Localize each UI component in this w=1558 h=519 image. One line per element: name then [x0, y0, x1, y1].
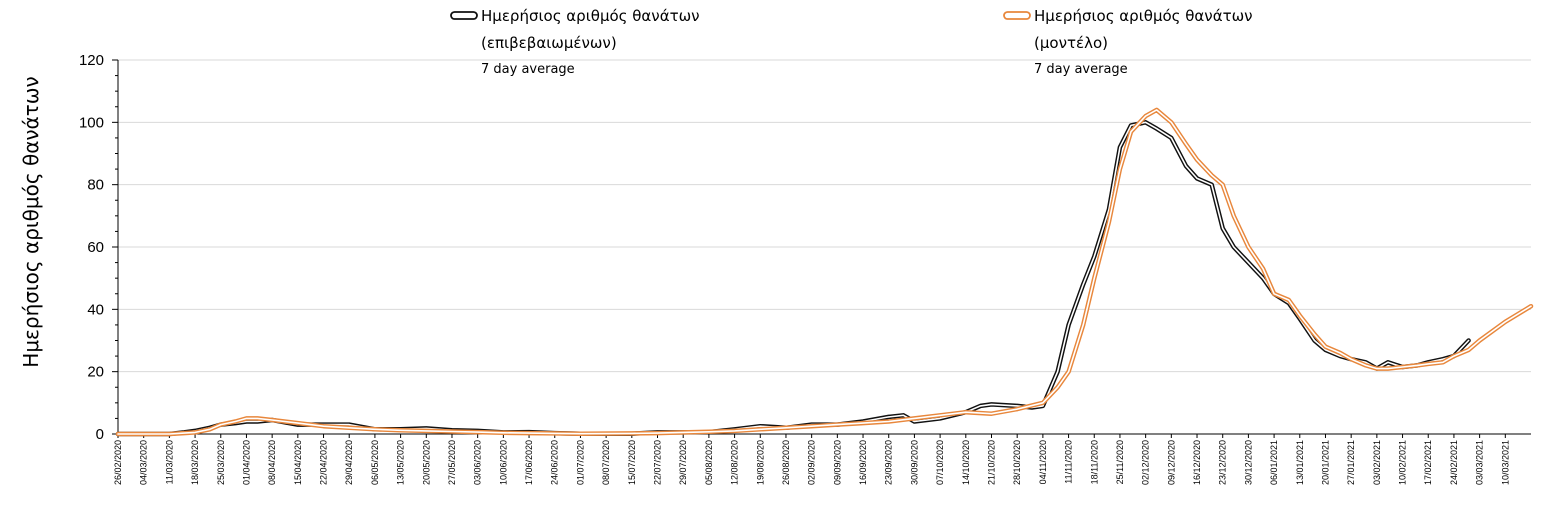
- x-tick-label: 28/10/2020: [1012, 440, 1022, 485]
- legend-entry-confirmed: Ημερήσιος αριθμός θανάτων (επιβεβαιωμένω…: [450, 7, 704, 77]
- x-tick-label: 03/02/2021: [1372, 440, 1382, 485]
- x-tick-label: 17/06/2020: [524, 440, 534, 485]
- x-tick-label: 13/05/2020: [396, 440, 406, 485]
- y-tick-label: 40: [87, 301, 104, 318]
- x-tick-label: 15/04/2020: [293, 440, 303, 485]
- gridlines: [118, 59, 1531, 373]
- x-tick-label: 08/07/2020: [601, 440, 611, 485]
- x-tick-label: 22/07/2020: [653, 440, 663, 485]
- x-tick-label: 27/01/2021: [1346, 440, 1356, 485]
- y-tick-label: 120: [79, 52, 104, 69]
- legend: Ημερήσιος αριθμός θανάτων (επιβεβαιωμένω…: [450, 7, 1257, 77]
- x-tick-label: 11/11/2020: [1064, 440, 1074, 484]
- x-tick-label: 15/07/2020: [627, 440, 637, 485]
- x-tick-label: 26/02/2020: [113, 440, 123, 485]
- x-tick-label: 16/12/2020: [1192, 440, 1202, 485]
- x-tick-label: 11/03/2020: [164, 440, 174, 484]
- legend-subtitle-model: 7 day average: [1034, 62, 1128, 77]
- x-tick-label: 20/05/2020: [421, 440, 431, 485]
- x-tick-label: 23/09/2020: [884, 440, 894, 485]
- x-tick-label: 01/04/2020: [241, 440, 251, 485]
- y-tick-label: 80: [87, 177, 104, 194]
- x-tick-label: 25/03/2020: [216, 440, 226, 485]
- x-tick-label: 21/10/2020: [986, 440, 996, 485]
- y-tick-labels: 0 20 40 60 80 100 120: [79, 52, 104, 443]
- x-tick-label: 24/06/2020: [550, 440, 560, 485]
- x-tick-label: 08/04/2020: [267, 440, 277, 485]
- x-tick-label: 18/11/2020: [1089, 440, 1099, 484]
- x-tick-label: 04/11/2020: [1038, 440, 1048, 484]
- x-tick-label: 29/07/2020: [678, 440, 688, 485]
- x-tick-label: 09/12/2020: [1166, 440, 1176, 485]
- x-tick-label: 06/05/2020: [370, 440, 380, 485]
- x-tick-label: 30/09/2020: [909, 440, 919, 485]
- x-tick-label: 03/03/2021: [1475, 440, 1485, 485]
- x-tick-label: 06/01/2021: [1269, 440, 1279, 485]
- series-line-inner: [117, 109, 1532, 435]
- x-tick-label: 02/12/2020: [1141, 440, 1151, 485]
- y-tick-label: 20: [87, 364, 104, 381]
- x-tick-label: 16/09/2020: [858, 440, 868, 485]
- y-axis-label: Ημερήσιος αριθμός θανάτων: [19, 76, 43, 367]
- axes: [112, 59, 1531, 438]
- series-model: [115, 107, 1534, 437]
- x-tick-label: 07/10/2020: [935, 440, 945, 485]
- series-lines: [115, 107, 1534, 437]
- y-tick-label: 0: [96, 426, 104, 443]
- legend-label-model: Ημερήσιος αριθμός θανάτων (μοντέλο): [1034, 7, 1257, 52]
- x-tick-label: 30/12/2020: [1243, 440, 1253, 485]
- x-tick-label: 05/08/2020: [704, 440, 714, 485]
- x-tick-label: 12/08/2020: [730, 440, 740, 485]
- x-tick-label: 13/01/2021: [1295, 440, 1305, 485]
- y-tick-label: 60: [87, 239, 104, 256]
- series-line-outer: [115, 107, 1534, 437]
- x-tick-label: 23/12/2020: [1218, 440, 1228, 485]
- x-tick-labels: 26/02/2020 04/03/2020 11/03/2020 18/03/2020…: [113, 440, 1510, 485]
- x-tick-label: 25/11/2020: [1115, 440, 1125, 484]
- x-tick-label: 18/03/2020: [190, 440, 200, 485]
- x-tick-label: 01/07/2020: [575, 440, 585, 485]
- x-tick-label: 17/02/2021: [1423, 440, 1433, 485]
- x-tick-label: 29/04/2020: [344, 440, 354, 485]
- x-tick-label: 26/08/2020: [781, 440, 791, 485]
- x-tick-label: 09/09/2020: [832, 440, 842, 485]
- y-tick-label: 100: [79, 114, 104, 131]
- x-tick-label: 27/05/2020: [447, 440, 457, 485]
- x-tick-label: 10/02/2021: [1398, 440, 1408, 485]
- legend-label-confirmed: Ημερήσιος αριθμός θανάτων (επιβεβαιωμένω…: [481, 7, 704, 52]
- x-tick-label: 03/06/2020: [473, 440, 483, 485]
- x-tick-label: 14/10/2020: [961, 440, 971, 485]
- x-tick-label: 24/02/2021: [1449, 440, 1459, 485]
- legend-swatch-model: [1003, 11, 1031, 20]
- x-tick-label: 19/08/2020: [755, 440, 765, 485]
- x-tick-label: 20/01/2021: [1320, 440, 1330, 485]
- x-tick-label: 10/03/2021: [1500, 440, 1510, 485]
- x-tick-label: 02/09/2020: [807, 440, 817, 485]
- x-tick-label: 04/03/2020: [139, 440, 149, 485]
- legend-subtitle-confirmed: 7 day average: [481, 62, 575, 77]
- legend-swatch-confirmed: [450, 11, 478, 20]
- x-tick-label: 10/06/2020: [498, 440, 508, 485]
- x-tick-label: 22/04/2020: [319, 440, 329, 485]
- legend-entry-model: Ημερήσιος αριθμός θανάτων (μοντέλο) 7 da…: [1003, 7, 1257, 77]
